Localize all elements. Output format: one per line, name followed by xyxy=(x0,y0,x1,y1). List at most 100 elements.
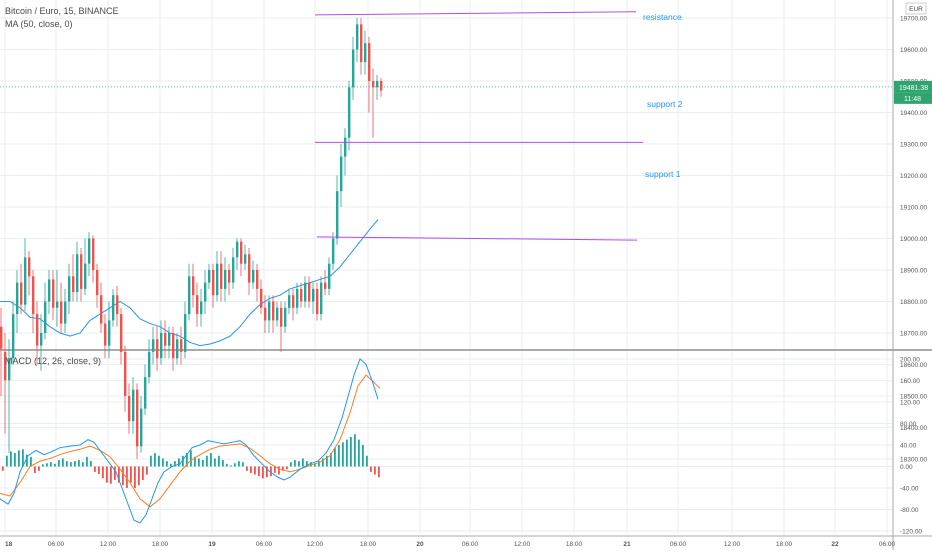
macd-histogram-bar xyxy=(354,434,356,467)
candle xyxy=(244,244,247,270)
candle-body xyxy=(300,288,303,302)
macd-histogram-bar xyxy=(206,455,208,467)
macd-histogram-bar xyxy=(182,455,184,467)
candle xyxy=(68,263,71,315)
candle xyxy=(296,282,299,315)
macd-histogram-bar xyxy=(254,466,256,475)
macd-histogram-bar xyxy=(26,454,28,467)
price-axis-tick: 19100.00 xyxy=(900,205,927,212)
candle-body xyxy=(136,389,139,447)
time-axis-tick: 18 xyxy=(5,541,13,548)
candle-body xyxy=(344,137,347,157)
macd-histogram-bar xyxy=(126,466,128,488)
macd-histogram-bar xyxy=(238,461,240,467)
macd-histogram-bar xyxy=(166,461,168,467)
candle xyxy=(64,288,67,333)
macd-histogram-bar xyxy=(246,466,248,471)
candle-body xyxy=(276,307,279,321)
candle xyxy=(368,36,371,113)
candle-body xyxy=(220,263,223,289)
macd-histogram-bar xyxy=(102,466,104,479)
candle xyxy=(212,263,215,308)
macd-histogram-bar xyxy=(210,453,212,467)
candle xyxy=(140,396,143,453)
candle-body xyxy=(180,339,183,352)
macd-histogram-bar xyxy=(122,466,124,486)
candle xyxy=(272,295,275,333)
macd-histogram-bar xyxy=(338,445,340,467)
candle xyxy=(308,276,311,308)
candle-body xyxy=(100,295,103,324)
candle-body xyxy=(184,314,187,352)
candle-body xyxy=(132,389,135,422)
candle xyxy=(256,263,259,302)
candle-body xyxy=(12,314,15,359)
macd-histogram-bar xyxy=(358,439,360,467)
macd-histogram-bar xyxy=(314,463,316,467)
candle xyxy=(344,128,347,176)
candle-body xyxy=(200,301,203,315)
macd-histogram-bar xyxy=(174,461,176,467)
macd-axis-tick: -120.00 xyxy=(900,529,922,536)
macd-histogram-bar xyxy=(22,449,24,467)
candle xyxy=(100,282,103,333)
macd-histogram-bar xyxy=(290,462,292,467)
time-axis-tick: 18:00 xyxy=(152,541,169,548)
candle-body xyxy=(80,254,83,289)
candle xyxy=(360,18,363,75)
candle-body xyxy=(152,339,155,352)
macd-histogram-bar xyxy=(190,450,192,467)
candle-body xyxy=(288,295,291,308)
macd-histogram-bar xyxy=(274,466,276,473)
candle xyxy=(88,232,91,277)
candle xyxy=(168,326,171,359)
macd-histogram-bar xyxy=(218,455,220,467)
macd-histogram-bar xyxy=(90,461,92,467)
candle xyxy=(156,326,159,371)
macd-histogram-bar xyxy=(222,460,224,467)
candle xyxy=(24,238,27,311)
candle-body xyxy=(340,156,343,192)
macd-histogram-bar xyxy=(42,464,44,467)
candle xyxy=(92,235,95,283)
macd-histogram-bar xyxy=(82,462,84,467)
candle xyxy=(180,326,183,365)
time-axis-tick: 06:00 xyxy=(256,541,273,548)
candle-body xyxy=(248,254,251,283)
candle xyxy=(292,288,295,321)
candle xyxy=(196,282,199,327)
candle xyxy=(220,251,223,302)
macd-histogram-bar xyxy=(230,465,232,467)
candle xyxy=(252,260,255,289)
macd-histogram-bar xyxy=(50,462,52,467)
candle-body xyxy=(348,87,351,138)
macd-histogram-bar xyxy=(330,453,332,467)
macd-histogram-bar xyxy=(362,445,364,467)
candle xyxy=(116,285,119,327)
macd-histogram-bar xyxy=(146,466,148,475)
candle xyxy=(340,144,343,207)
annotation-label-support-1: support 1 xyxy=(645,169,681,179)
macd-histogram-bar xyxy=(66,461,68,467)
candle xyxy=(172,326,175,371)
candle-body xyxy=(68,276,71,302)
candle xyxy=(104,314,107,359)
candle xyxy=(304,276,307,308)
candle-body xyxy=(336,191,339,239)
candle-body xyxy=(164,333,167,346)
macd-signal-line xyxy=(0,374,381,508)
candle xyxy=(60,282,63,333)
candle xyxy=(204,270,207,315)
candle xyxy=(16,270,19,333)
candle xyxy=(12,301,15,365)
candle xyxy=(144,364,147,415)
macd-histogram-bar xyxy=(34,466,36,473)
price-axis-tick: 18300.00 xyxy=(900,457,927,464)
price-axis-tick: 18700.00 xyxy=(900,331,927,338)
time-axis-tick: 18:00 xyxy=(566,541,583,548)
macd-histogram-bar xyxy=(178,458,180,467)
macd-histogram-bar xyxy=(138,466,140,486)
candle-body xyxy=(368,43,371,81)
